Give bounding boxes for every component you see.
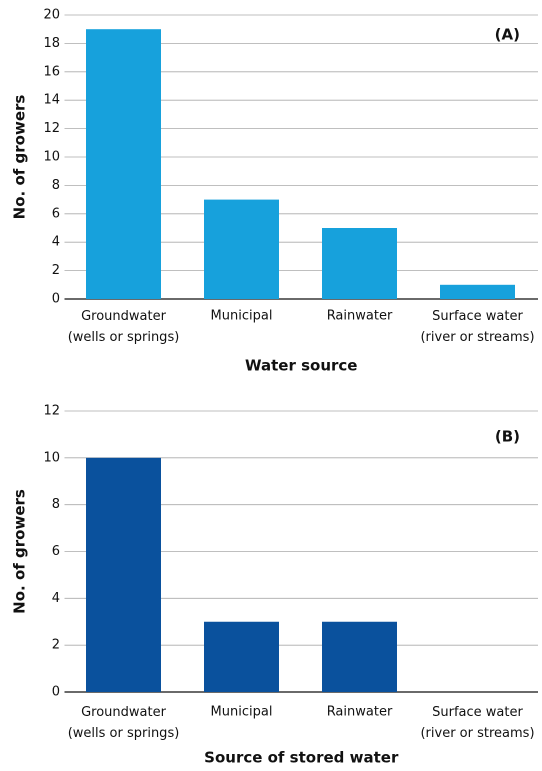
x-tick-label: Municipal — [211, 309, 273, 324]
y-axis-title: No. of growers — [11, 489, 29, 614]
y-tick-label: 12 — [43, 121, 60, 136]
y-tick-label: 2 — [52, 638, 60, 653]
x-tick-label: Rainwater — [327, 309, 393, 324]
x-tick-label: Groundwater (wells or springs) — [68, 705, 180, 741]
x-axis-title: Source of stored water — [204, 749, 399, 767]
x-tick-label: Surface water (river or streams) — [420, 705, 534, 741]
x-tick-label: Surface water (river or streams) — [420, 309, 534, 345]
y-tick-label: 0 — [52, 292, 60, 307]
y-tick-label: 14 — [43, 93, 60, 108]
y-tick-label: 10 — [43, 150, 60, 165]
bar — [86, 29, 161, 299]
y-tick-label: 12 — [43, 404, 60, 419]
x-axis-title: Water source — [245, 357, 357, 375]
y-tick-label: 6 — [52, 544, 60, 559]
bar — [86, 457, 161, 692]
x-tick-label: Rainwater — [327, 705, 393, 720]
x-tick-label: Groundwater (wells or springs) — [68, 309, 180, 345]
bar — [322, 621, 397, 692]
y-tick-label: 6 — [52, 206, 60, 221]
y-tick-label: 0 — [52, 685, 60, 700]
bar — [322, 228, 397, 299]
y-tick-label: 8 — [52, 178, 60, 193]
annotation: (A) — [495, 26, 520, 44]
y-tick-label: 8 — [52, 497, 60, 512]
y-tick-label: 4 — [52, 235, 60, 250]
annotation: (B) — [495, 428, 520, 446]
bar — [440, 284, 515, 299]
y-tick-label: 20 — [43, 8, 60, 23]
y-tick-label: 10 — [43, 450, 60, 465]
y-tick-label: 16 — [43, 64, 60, 79]
y-axis-title: No. of growers — [11, 95, 29, 220]
y-tick-label: 4 — [52, 591, 60, 606]
bar — [204, 621, 279, 692]
y-tick-label: 18 — [43, 36, 60, 51]
bar — [204, 199, 279, 299]
y-tick-label: 2 — [52, 263, 60, 278]
x-tick-label: Municipal — [211, 705, 273, 720]
